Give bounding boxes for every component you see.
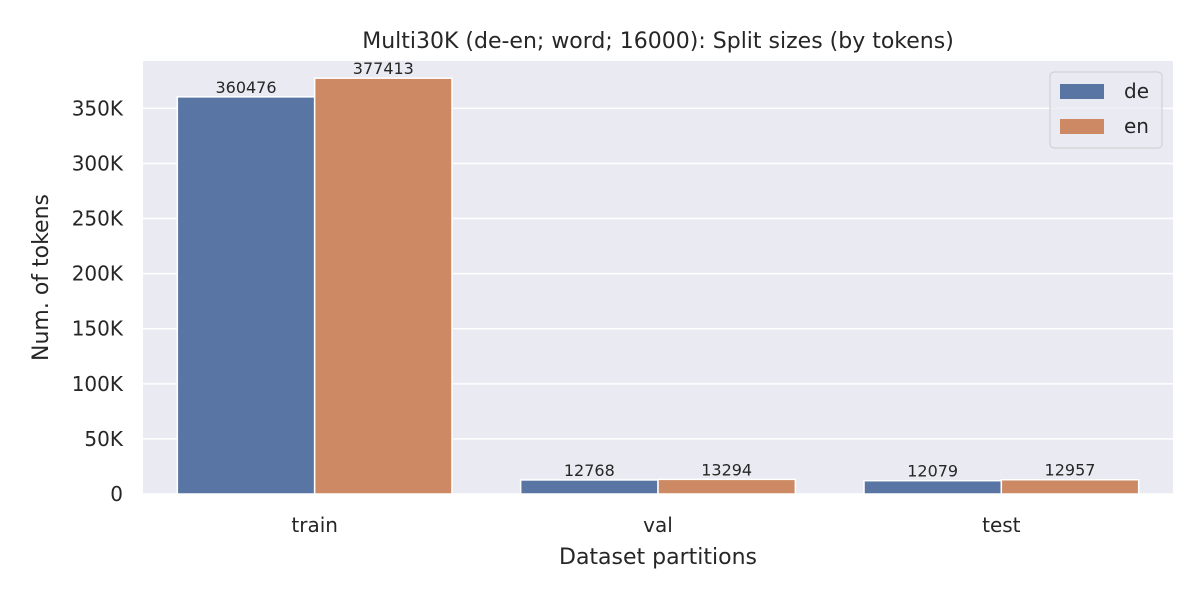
- x-axis-label: Dataset partitions: [559, 545, 757, 570]
- bar-en-test: [1000, 478, 1140, 495]
- bar-de-test: [863, 479, 1003, 495]
- bar-value-label: 377413: [353, 59, 414, 78]
- bar-en-val: [657, 478, 797, 495]
- bar-value-label: 13294: [701, 460, 752, 479]
- chart-title: Multi30K (de-en; word; 16000): Split siz…: [362, 29, 954, 54]
- bar-value-label: 12079: [907, 462, 958, 481]
- y-tick-label: 200K: [72, 262, 124, 286]
- bars: [176, 77, 1140, 495]
- x-tick-label: val: [643, 513, 673, 537]
- y-tick-label: 0: [110, 482, 123, 506]
- bar-en-train: [313, 77, 453, 495]
- x-tick-label: train: [291, 513, 338, 537]
- y-tick-label: 100K: [72, 372, 124, 396]
- y-axis-ticks: 0 50K 100K 150K 200K 250K 300K 350K: [72, 96, 124, 506]
- bar-value-label: 360476: [215, 78, 276, 97]
- legend-swatch-en: [1060, 119, 1104, 134]
- bar-value-label: 12768: [564, 461, 615, 480]
- y-tick-label: 50K: [84, 427, 123, 451]
- legend-label-en: en: [1124, 114, 1149, 138]
- y-tick-label: 250K: [72, 207, 124, 231]
- y-axis-label: Num. of tokens: [29, 194, 54, 361]
- y-tick-label: 350K: [72, 96, 124, 120]
- legend-label-de: de: [1124, 79, 1149, 103]
- x-tick-label: test: [982, 513, 1021, 537]
- bar-value-label: 12957: [1045, 461, 1096, 480]
- x-axis-ticks: train val test: [291, 513, 1020, 537]
- legend-swatch-de: [1060, 84, 1104, 99]
- bar-de-val: [519, 479, 659, 495]
- legend: de en: [1049, 71, 1163, 149]
- y-tick-label: 150K: [72, 317, 124, 341]
- y-tick-label: 300K: [72, 151, 124, 175]
- bar-de-train: [176, 96, 316, 495]
- bar-labels: 360476 377413 12768 13294 12079 12957: [215, 59, 1095, 481]
